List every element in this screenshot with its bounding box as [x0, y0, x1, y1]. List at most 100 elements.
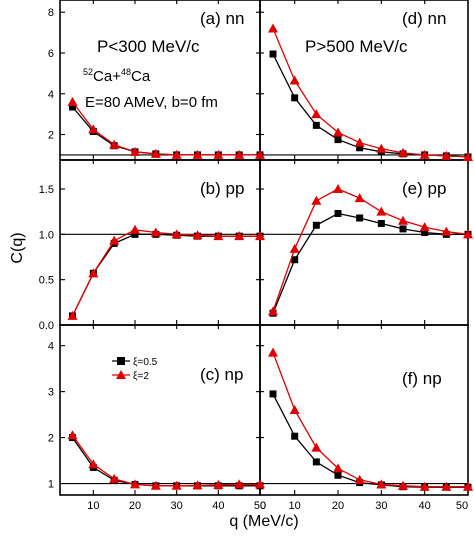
data-point-triangle-a: [67, 96, 78, 106]
x-tick-label-left: 40: [212, 500, 224, 512]
y-tick-label-nn: 6: [48, 48, 54, 60]
series-line-e-xi-05: [272, 212, 468, 314]
data-point-triangle-a: [234, 149, 245, 159]
series-line-d-xi-05: [272, 53, 469, 158]
data-point-square-e: [356, 214, 364, 222]
series-line-c-xi-2: [71, 434, 260, 487]
y-axis-title: C(q): [9, 232, 26, 263]
data-point-triangle-f: [463, 481, 473, 491]
data-point-triangle-f: [289, 405, 300, 414]
series-line-f-xi-05: [272, 393, 468, 488]
data-point-triangle-b: [171, 229, 182, 239]
legend-marker-triangle: [116, 370, 126, 379]
data-point-triangle-d: [419, 149, 430, 159]
panel-f-frame: [259, 324, 469, 496]
data-point-triangle-a: [150, 148, 161, 158]
data-point-square-d: [269, 50, 277, 58]
y-tick-label-pp: 0.0: [39, 320, 54, 332]
data-point-triangle-d: [311, 109, 322, 119]
data-point-triangle-b: [130, 224, 140, 234]
data-point-triangle-e: [441, 226, 452, 236]
data-point-triangle-b: [150, 227, 161, 237]
data-point-triangle-e: [354, 193, 365, 203]
momentum-cut-right: P>500 MeV/c: [305, 37, 408, 56]
y-tick-label-pp: 0.5: [39, 275, 54, 287]
data-point-triangle-f: [311, 442, 322, 452]
series-line-e-xi-2: [272, 188, 469, 312]
data-point-triangle-f: [268, 347, 278, 357]
x-tick-label-right: 30: [375, 500, 387, 512]
legend-label-xi-05: ξ=0.5: [133, 357, 158, 368]
x-tick-label-left: 10: [87, 500, 99, 512]
x-tick-label-right: 0: [260, 500, 266, 512]
data-point-triangle-b: [234, 231, 245, 241]
data-point-triangle-c: [234, 479, 245, 489]
series-line-d-xi-2: [272, 28, 469, 158]
data-point-square-d: [334, 136, 342, 144]
data-point-triangle-c: [255, 479, 265, 489]
isotope-b: Ca: [131, 68, 151, 85]
y-tick-label-np: 1: [48, 479, 54, 491]
data-point-triangle-e: [419, 222, 430, 232]
x-tick-label-left: 30: [171, 500, 183, 512]
data-point-triangle-a: [88, 124, 99, 134]
data-point-square-e: [334, 209, 342, 217]
isotope-a: Ca: [93, 68, 113, 85]
legend: ξ=0.5 ξ=2: [112, 357, 158, 382]
data-point-triangle-d: [289, 75, 300, 85]
series-line-b-xi-2: [71, 229, 260, 317]
data-point-triangle-e: [268, 306, 278, 316]
data-point-triangle-e: [311, 195, 322, 205]
data-point-square-e: [399, 225, 407, 233]
data-point-triangle-c: [150, 480, 161, 490]
data-series: [67, 23, 473, 491]
data-point-square-e: [421, 229, 429, 237]
x-tick-label-right: 40: [419, 500, 431, 512]
data-point-square-d: [312, 121, 320, 129]
data-point-triangle-a: [171, 149, 182, 159]
data-point-triangle-a: [109, 139, 120, 149]
panel-label-c: (c) np: [200, 365, 243, 384]
data-point-triangle-d: [463, 151, 473, 161]
data-point-triangle-d: [398, 147, 408, 157]
data-point-triangle-d: [354, 137, 365, 147]
data-point-triangle-b: [88, 268, 99, 278]
data-point-triangle-b: [255, 231, 265, 241]
data-point-square-e: [291, 256, 299, 264]
panel-label-f: (f) np: [402, 369, 442, 388]
x-tick-label-right: 10: [289, 500, 301, 512]
data-point-triangle-c: [130, 479, 140, 489]
x-tick-label-left: 50: [254, 500, 266, 512]
data-point-triangle-a: [213, 149, 224, 159]
y-tick-label-np: 4: [48, 341, 54, 353]
data-point-triangle-e: [398, 215, 408, 225]
data-point-triangle-f: [441, 481, 452, 491]
data-point-triangle-e: [289, 243, 300, 253]
data-point-triangle-c: [88, 459, 99, 469]
momentum-cut-left: P<300 MeV/c: [97, 37, 200, 56]
panel-label-e: (e) pp: [402, 179, 446, 198]
beam-conditions: E=80 AMeV, b=0 fm: [85, 94, 218, 111]
data-point-square-f: [291, 432, 299, 440]
isotope-b-mass: 48: [121, 67, 131, 77]
data-point-triangle-b: [67, 310, 78, 320]
data-point-triangle-f: [376, 479, 387, 489]
data-point-triangle-f: [419, 481, 430, 491]
data-point-triangle-e: [333, 184, 343, 194]
series-line-b-xi-05: [71, 233, 260, 317]
y-tick-label-nn: 8: [48, 7, 54, 19]
y-tick-label-pp: 1.5: [39, 184, 54, 196]
data-point-triangle-a: [130, 146, 140, 156]
data-point-square-d: [291, 94, 299, 102]
data-point-square-e: [377, 219, 385, 227]
x-tick-label-right: 50: [456, 500, 468, 512]
series-line-a-xi-05: [72, 106, 260, 156]
legend-label-xi-2: ξ=2: [133, 371, 149, 382]
data-point-triangle-d: [441, 150, 452, 160]
data-point-square-f: [269, 390, 277, 398]
data-point-triangle-c: [67, 430, 78, 440]
panel-label-b: (b) pp: [200, 179, 244, 198]
data-point-triangle-c: [109, 473, 120, 483]
data-point-square-e: [312, 221, 320, 229]
